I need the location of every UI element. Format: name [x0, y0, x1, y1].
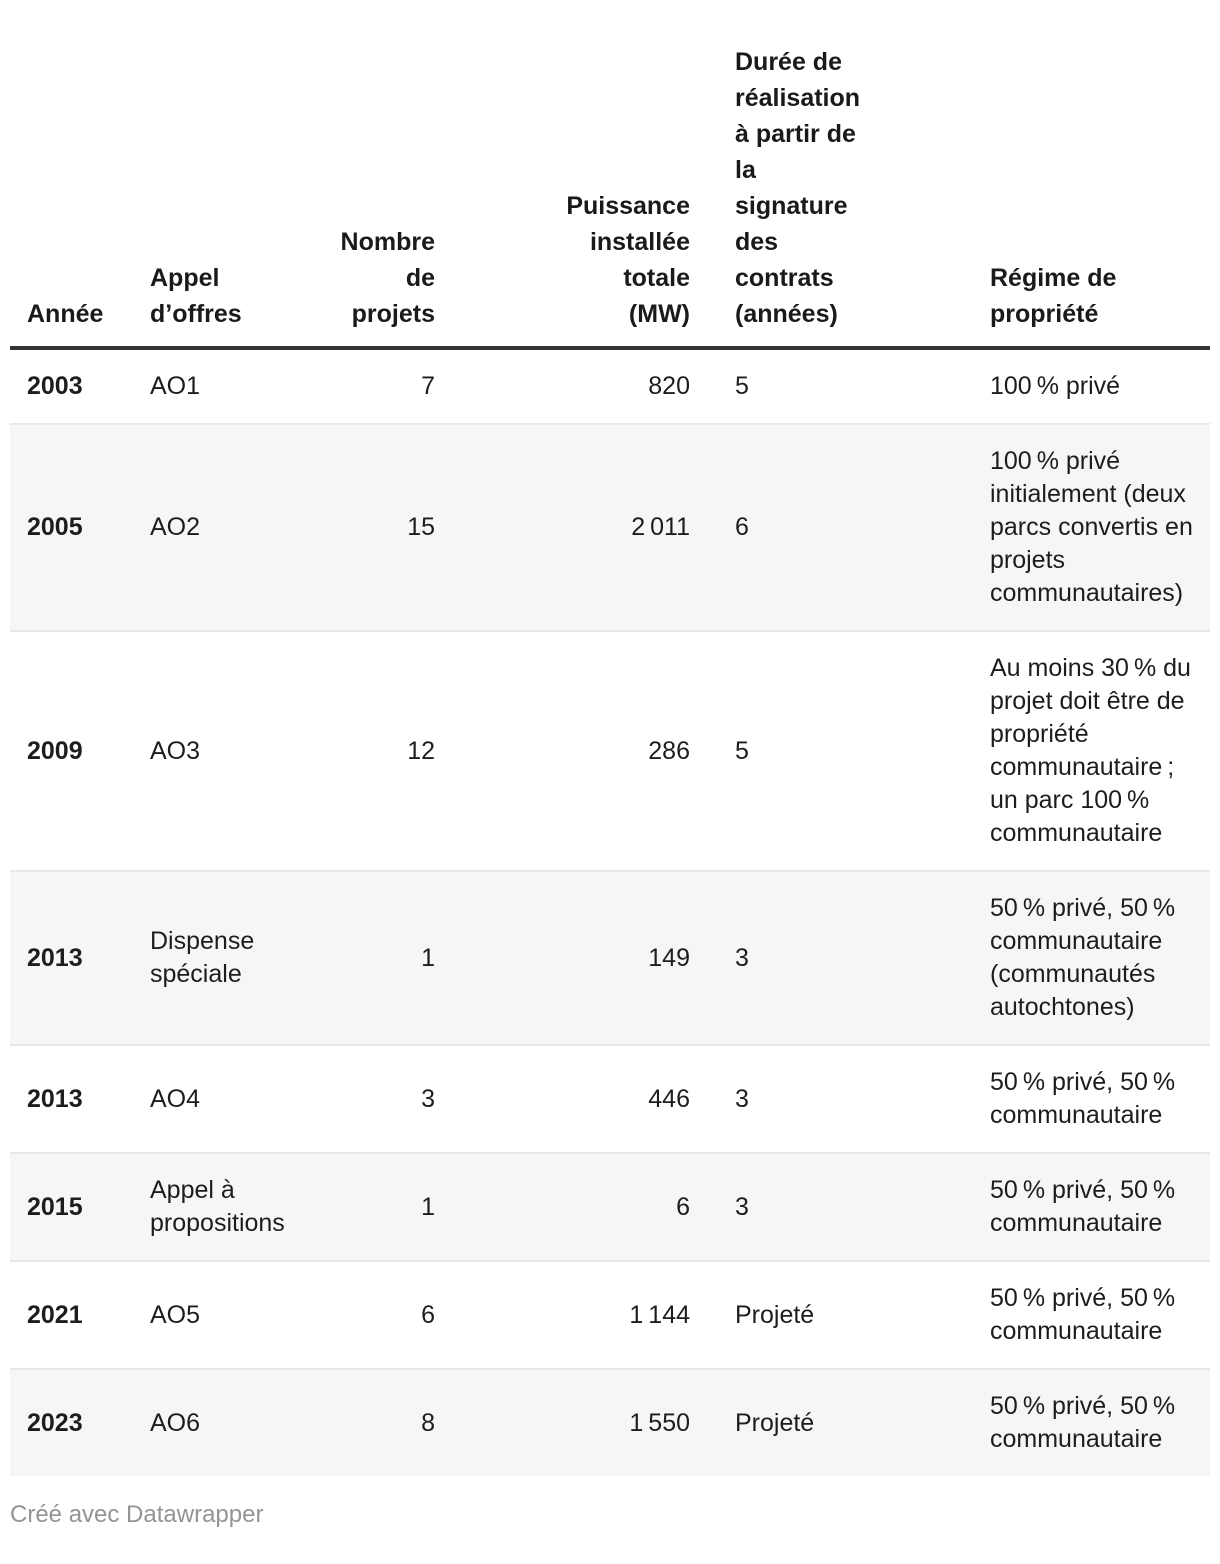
table-cell-appel: AO5 [150, 1300, 201, 1329]
table-cell-puissance: 6 [676, 1192, 690, 1221]
table-cell-nombre: 3 [421, 1084, 435, 1113]
table-cell-duree: Projeté [735, 1300, 815, 1329]
table-row: 2023 AO6 8 1 550 Projeté 50 % privé, 50 % com… [10, 1369, 1210, 1476]
data-table: Année Appel d’offres Nombre de projets P… [10, 34, 1210, 1476]
column-header-appel-d-offres: Appel d’offres [150, 264, 242, 328]
table-cell-appel: AO3 [150, 736, 201, 765]
table-cell-regime: 50 % privé, 50 % communautaire [990, 1284, 1176, 1345]
datawrapper-credit: Créé avec Datawrapper [10, 1501, 264, 1528]
table-cell-appel: Dispense spéciale [150, 927, 255, 988]
table-row: 2003 AO1 7 820 5 100 % privé [10, 348, 1210, 424]
table-cell-regime: 50 % privé, 50 % communautaire [990, 1068, 1176, 1129]
table-cell-duree: Projeté [735, 1408, 815, 1437]
table-cell-nombre: 12 [407, 736, 435, 765]
table-cell-annee: 2013 [27, 1084, 83, 1113]
table-container: Année Appel d’offres Nombre de projets P… [10, 34, 1210, 1528]
table-cell-appel: AO4 [150, 1084, 201, 1113]
table-cell-puissance: 820 [648, 372, 690, 400]
table-cell-nombre: 7 [421, 372, 435, 400]
column-header-puissance-installee: Puissance installée totale (MW) [566, 192, 690, 328]
table-cell-regime: 100 % privé [990, 372, 1121, 400]
table-cell-nombre: 1 [421, 1192, 435, 1221]
table-cell-duree: 6 [735, 513, 749, 541]
table-cell-regime: Au moins 30 % du projet doit être de pro… [990, 654, 1191, 847]
table-cell-puissance: 1 550 [629, 1408, 690, 1437]
table-cell-appel: AO6 [150, 1408, 201, 1437]
table-cell-regime: 50 % privé, 50 % communautaire [990, 1392, 1176, 1453]
table-cell-annee: 2003 [27, 372, 83, 400]
table-cell-annee: 2021 [27, 1300, 83, 1329]
table-cell-nombre: 1 [421, 943, 435, 972]
table-cell-nombre: 8 [421, 1408, 435, 1437]
column-header-duree-realisation: Durée de réalisation à partir de la sign… [735, 48, 861, 328]
table-cell-regime: 50 % privé, 50 % communautaire (communau… [990, 894, 1176, 1021]
table-row: 2005 AO2 15 2 011 6 100 % privé initialement … [10, 424, 1210, 631]
table-cell-duree: 3 [735, 943, 749, 972]
table-cell-puissance: 286 [648, 736, 690, 765]
table-cell-appel: AO2 [150, 513, 201, 541]
table-cell-puissance: 2 011 [631, 513, 690, 541]
table-cell-nombre: 15 [407, 513, 435, 541]
table-cell-annee: 2005 [27, 513, 83, 541]
table-cell-annee: 2009 [27, 736, 83, 765]
table-cell-appel: Appel à propositions [150, 1176, 285, 1237]
table-header-row: Année Appel d’offres Nombre de projets P… [10, 34, 1210, 348]
table-cell-puissance: 149 [648, 943, 690, 972]
table-cell-duree: 3 [735, 1084, 749, 1113]
table-body: 2003 AO1 7 820 5 100 % privé 2005 AO2 15 2 011 6 10… [10, 348, 1210, 1476]
table-cell-duree: 5 [735, 736, 749, 765]
table-cell-annee: 2015 [27, 1192, 83, 1221]
table-cell-puissance: 1 144 [629, 1300, 690, 1329]
table-row: 2021 AO5 6 1 144 Projeté 50 % privé, 50 % com… [10, 1261, 1210, 1369]
table-cell-appel: AO1 [150, 372, 201, 400]
column-header-nombre-de-projets: Nombre de projets [340, 228, 435, 328]
table-cell-regime: 50 % privé, 50 % communautaire [990, 1176, 1176, 1237]
table-row: 2013 Dispense spéciale 1 149 3 50 % privé, 50… [10, 871, 1210, 1045]
table-cell-annee: 2013 [27, 943, 83, 972]
table-row: 2013 AO4 3 446 3 50 % privé, 50 % communautai… [10, 1045, 1210, 1153]
column-header-regime-propriete: Régime de propriété [990, 264, 1117, 328]
table-cell-regime: 100 % privé initialement (deux parcs con… [990, 447, 1193, 607]
table-cell-nombre: 6 [421, 1300, 435, 1329]
table-cell-duree: 3 [735, 1192, 749, 1221]
table-cell-duree: 5 [735, 372, 749, 400]
table-cell-annee: 2023 [27, 1408, 83, 1437]
column-header-annee: Année [27, 300, 104, 328]
table-cell-puissance: 446 [648, 1084, 690, 1113]
table-row: 2015 Appel à propositions 1 6 3 50 % privé, 5… [10, 1153, 1210, 1261]
table-row: 2009 AO3 12 286 5 Au moins 30 % du projet doi… [10, 631, 1210, 871]
